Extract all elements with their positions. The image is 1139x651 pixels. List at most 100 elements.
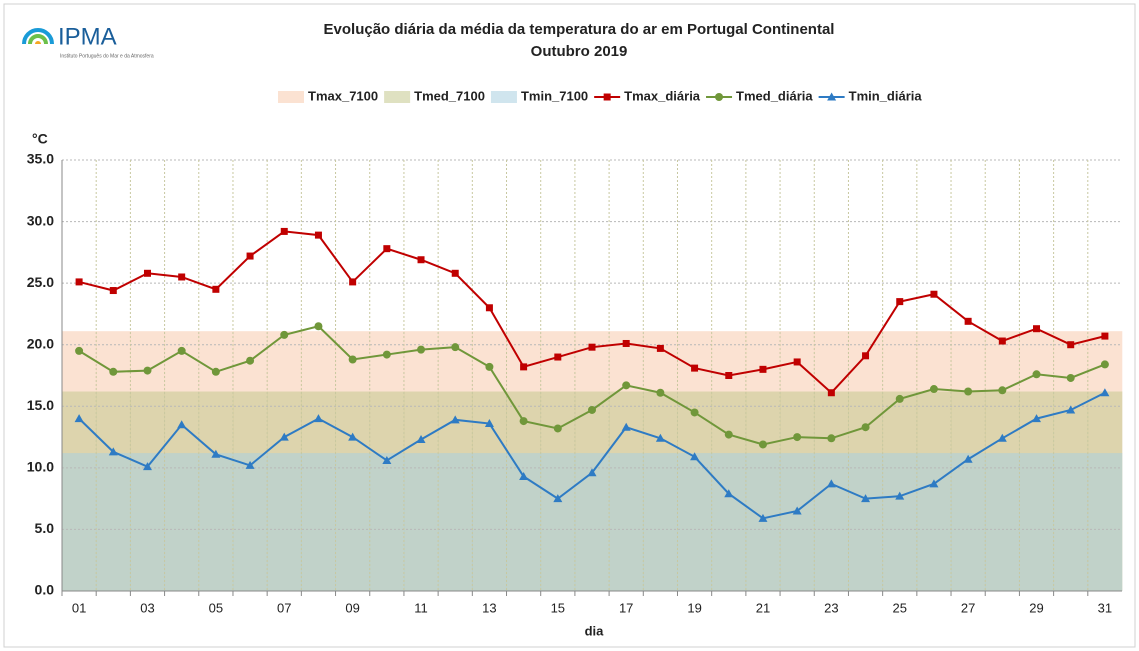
x-tick-label: 13 xyxy=(482,600,496,615)
marker xyxy=(417,345,426,354)
marker xyxy=(588,343,596,351)
marker xyxy=(622,339,630,347)
normal-band xyxy=(96,453,131,591)
marker xyxy=(929,385,938,394)
marker xyxy=(758,440,767,449)
marker xyxy=(792,506,802,515)
marker xyxy=(143,269,151,277)
normal-band xyxy=(540,453,576,591)
marker xyxy=(997,433,1007,442)
marker xyxy=(484,419,494,428)
normal-band xyxy=(1087,453,1123,591)
y-axis-label: °C xyxy=(32,131,48,147)
x-tick-label: 09 xyxy=(345,600,359,615)
normal-band xyxy=(985,453,1020,591)
x-tick-label: 31 xyxy=(1098,600,1112,615)
marker xyxy=(485,304,493,312)
marker xyxy=(108,447,118,456)
normal-band xyxy=(232,453,268,591)
marker xyxy=(246,252,254,260)
marker xyxy=(861,423,870,432)
marker xyxy=(1100,360,1109,369)
marker xyxy=(519,417,528,426)
normal-band xyxy=(267,453,302,591)
legend-swatch xyxy=(490,91,517,103)
y-tick-label: 0.0 xyxy=(35,582,55,598)
x-tick-label: 27 xyxy=(961,600,975,615)
marker xyxy=(485,362,494,371)
marker xyxy=(656,344,664,352)
marker xyxy=(622,381,631,390)
marker xyxy=(587,468,597,477)
normal-band xyxy=(369,453,405,591)
normal-band xyxy=(301,453,336,591)
marker xyxy=(895,491,905,500)
x-tick-label: 17 xyxy=(619,600,633,615)
marker xyxy=(553,494,563,503)
y-tick-label: 30.0 xyxy=(27,212,54,228)
marker xyxy=(1032,370,1041,379)
x-tick-label: 05 xyxy=(209,600,223,615)
x-tick-label: 25 xyxy=(893,600,907,615)
marker xyxy=(759,365,767,373)
y-tick-label: 5.0 xyxy=(35,520,55,536)
marker xyxy=(621,422,631,431)
normal-band xyxy=(164,453,200,591)
marker xyxy=(451,269,459,277)
y-tick-label: 35.0 xyxy=(27,151,54,167)
marker xyxy=(588,405,596,414)
legend-marker xyxy=(603,93,611,101)
normal-band xyxy=(335,453,371,591)
marker xyxy=(348,355,357,364)
normal-band xyxy=(609,453,644,591)
marker xyxy=(142,462,152,471)
marker xyxy=(1101,332,1109,340)
marker xyxy=(963,454,973,463)
logo-text: IPMA xyxy=(58,23,117,50)
marker xyxy=(280,227,288,235)
marker xyxy=(313,414,323,423)
marker xyxy=(964,387,973,396)
x-axis-label: dia xyxy=(585,623,605,638)
marker xyxy=(793,433,802,442)
marker xyxy=(553,424,562,433)
marker xyxy=(382,455,392,464)
x-tick-label: 11 xyxy=(414,600,428,615)
marker xyxy=(383,245,391,253)
legend: Tmax_7100 Tmed_7100 Tmin_7100 Tmax_diária Tm… xyxy=(278,88,922,103)
marker xyxy=(417,256,425,264)
marker xyxy=(725,372,733,379)
marker xyxy=(896,298,904,306)
legend-label: Tmed_diária xyxy=(736,88,813,103)
normal-band xyxy=(130,453,165,591)
marker xyxy=(1066,405,1076,414)
marker xyxy=(245,460,255,469)
marker xyxy=(827,434,836,443)
marker xyxy=(827,389,835,397)
y-tick-label: 10.0 xyxy=(27,459,54,475)
normal-band xyxy=(780,453,815,591)
y-tick-label: 25.0 xyxy=(27,274,54,290)
normal-band xyxy=(1019,453,1054,591)
marker xyxy=(519,471,529,480)
marker xyxy=(280,330,289,339)
marker xyxy=(451,343,460,352)
y-tick-label: 15.0 xyxy=(27,397,54,413)
x-tick-label: 19 xyxy=(687,600,701,615)
marker xyxy=(349,278,357,286)
marker xyxy=(691,364,699,372)
marker xyxy=(212,285,220,293)
marker xyxy=(930,290,938,298)
institute: Instituto Português do Mar e da Atmosfer… xyxy=(60,53,154,59)
normal-band xyxy=(677,453,712,591)
marker xyxy=(724,430,733,439)
marker xyxy=(1033,325,1041,333)
marker xyxy=(655,433,665,442)
marker xyxy=(279,432,289,441)
legend-label: Tmax_7100 xyxy=(308,88,378,103)
normal-band xyxy=(916,453,952,591)
normal-band xyxy=(403,453,439,591)
marker xyxy=(862,352,870,360)
marker xyxy=(758,513,768,522)
